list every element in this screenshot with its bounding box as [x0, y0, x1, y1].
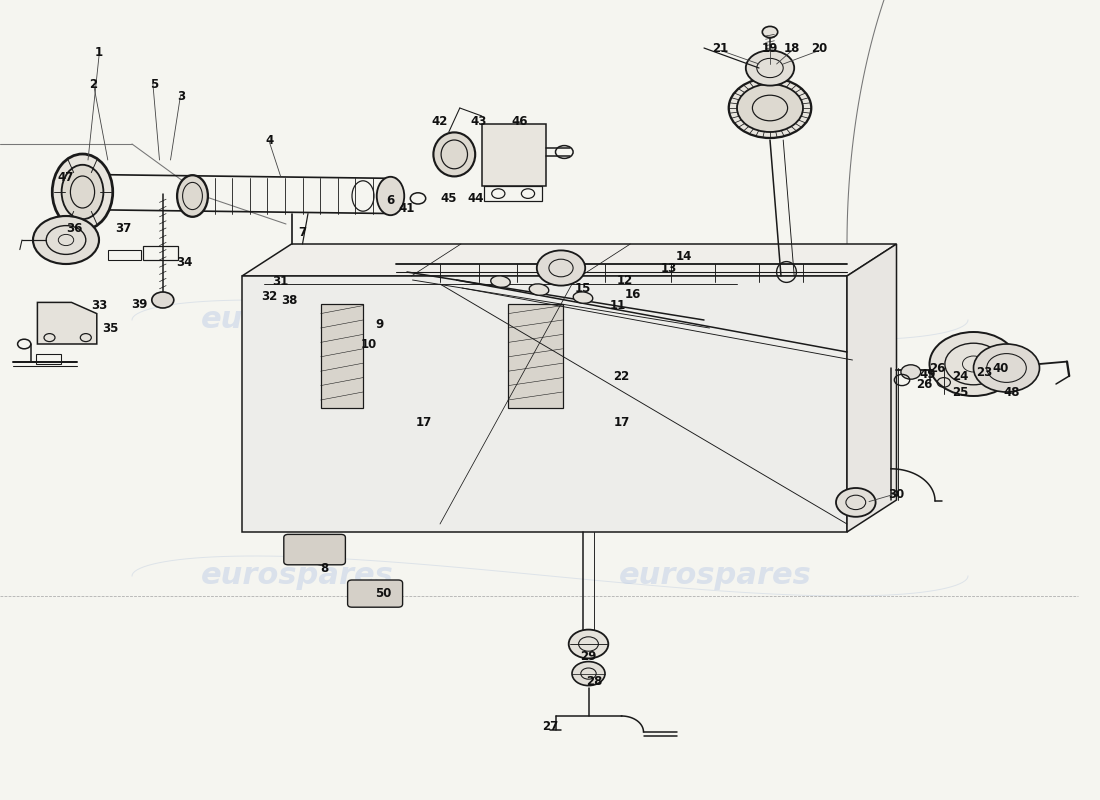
Polygon shape	[321, 304, 363, 408]
Text: 28: 28	[586, 675, 602, 688]
Text: 31: 31	[273, 275, 288, 288]
Text: 29: 29	[581, 650, 596, 662]
Text: 26: 26	[916, 378, 932, 390]
Text: 13: 13	[661, 262, 676, 274]
Circle shape	[974, 344, 1040, 392]
Polygon shape	[847, 244, 896, 532]
Text: 19: 19	[762, 42, 778, 54]
Ellipse shape	[62, 165, 103, 219]
Text: 34: 34	[177, 256, 192, 269]
Text: 41: 41	[399, 202, 415, 214]
Text: eurospares: eurospares	[200, 562, 394, 590]
Text: 18: 18	[784, 42, 800, 54]
FancyBboxPatch shape	[348, 580, 403, 607]
Text: 14: 14	[676, 250, 692, 262]
Text: eurospares: eurospares	[618, 306, 812, 334]
Ellipse shape	[728, 78, 812, 138]
Text: 9: 9	[375, 318, 384, 330]
Text: 23: 23	[977, 366, 992, 378]
Text: 38: 38	[282, 294, 297, 306]
Text: 21: 21	[713, 42, 728, 54]
Text: 10: 10	[361, 338, 376, 350]
Ellipse shape	[376, 177, 405, 215]
Text: 25: 25	[953, 386, 968, 398]
Text: 7: 7	[298, 226, 307, 238]
Circle shape	[569, 630, 608, 658]
Text: 42: 42	[432, 115, 448, 128]
Circle shape	[572, 662, 605, 686]
Text: 3: 3	[177, 90, 186, 102]
Text: 39: 39	[132, 298, 147, 310]
Text: 4: 4	[265, 134, 274, 146]
Text: 8: 8	[320, 562, 329, 574]
Text: 5: 5	[150, 78, 158, 90]
Text: 17: 17	[416, 416, 431, 429]
Circle shape	[762, 26, 778, 38]
Text: 40: 40	[993, 362, 1009, 374]
Circle shape	[746, 50, 794, 86]
Ellipse shape	[433, 132, 475, 176]
Polygon shape	[37, 302, 97, 344]
Text: 46: 46	[510, 115, 527, 128]
Text: eurospares: eurospares	[200, 306, 394, 334]
Circle shape	[901, 365, 921, 379]
Polygon shape	[242, 276, 847, 532]
FancyBboxPatch shape	[284, 534, 345, 565]
Text: 36: 36	[67, 222, 82, 234]
Ellipse shape	[53, 154, 112, 230]
Text: 11: 11	[610, 299, 626, 312]
Polygon shape	[482, 124, 546, 186]
Text: 17: 17	[614, 416, 629, 429]
Text: 20: 20	[812, 42, 827, 54]
Text: 47: 47	[58, 171, 74, 184]
Circle shape	[537, 250, 585, 286]
Polygon shape	[508, 304, 563, 408]
Text: 26: 26	[930, 362, 945, 374]
Text: 49: 49	[918, 368, 935, 381]
Circle shape	[930, 332, 1018, 396]
Text: 32: 32	[262, 290, 277, 302]
Circle shape	[836, 488, 876, 517]
Text: 50: 50	[375, 587, 390, 600]
Text: 37: 37	[116, 222, 131, 234]
Text: eurospares: eurospares	[618, 562, 812, 590]
Circle shape	[33, 216, 99, 264]
Text: 22: 22	[614, 370, 629, 382]
Ellipse shape	[529, 284, 549, 295]
Text: 24: 24	[953, 370, 968, 382]
Text: 48: 48	[1003, 386, 1021, 398]
Circle shape	[737, 84, 803, 132]
Polygon shape	[242, 244, 896, 276]
Ellipse shape	[573, 292, 593, 303]
Ellipse shape	[491, 276, 510, 287]
Text: 15: 15	[575, 282, 591, 294]
Text: 2: 2	[89, 78, 98, 90]
Text: 44: 44	[466, 192, 484, 205]
Ellipse shape	[177, 175, 208, 217]
Text: 35: 35	[102, 322, 118, 334]
Text: 12: 12	[617, 274, 632, 286]
Text: 33: 33	[91, 299, 107, 312]
Text: 27: 27	[542, 720, 558, 733]
Text: 6: 6	[386, 194, 395, 206]
Text: 30: 30	[889, 488, 904, 501]
Text: 1: 1	[95, 46, 103, 58]
Circle shape	[152, 292, 174, 308]
Text: 16: 16	[625, 288, 640, 301]
Text: 43: 43	[471, 115, 486, 128]
Text: 45: 45	[440, 192, 458, 205]
